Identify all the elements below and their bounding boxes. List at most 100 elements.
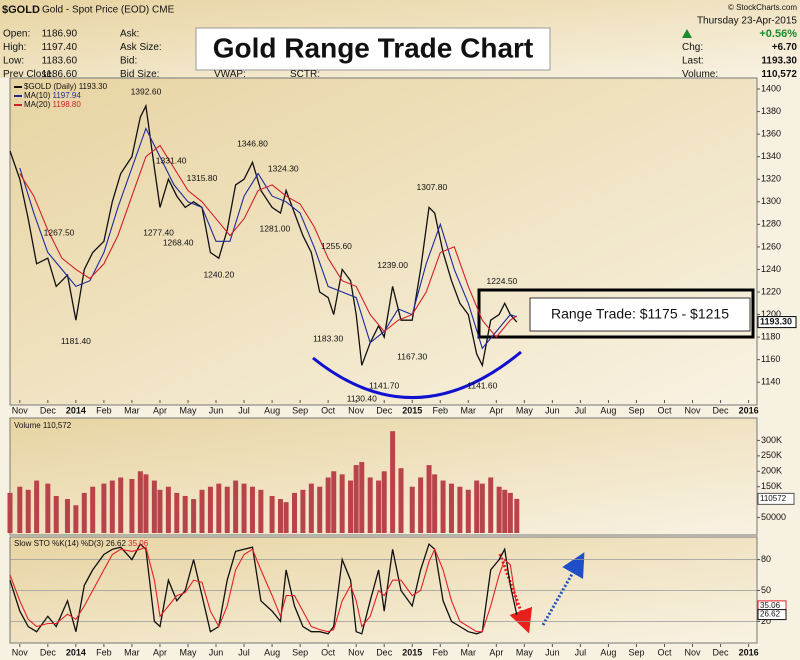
credit: © StockCharts.com: [728, 3, 797, 12]
bar: [283, 502, 289, 533]
y-tick-label: 1400: [761, 83, 781, 93]
y-tick-label: 1320: [761, 174, 781, 184]
y-tick-label: 1340: [761, 151, 781, 161]
bar: [182, 495, 188, 533]
y-tick-label: 1300: [761, 196, 781, 206]
price-annotation: 1315.80: [187, 173, 218, 183]
bar: [448, 483, 454, 533]
legend-entry: MA(20) 1198.80: [24, 100, 81, 109]
bar: [292, 492, 298, 533]
x-tick-label: Nov: [348, 647, 365, 657]
y-tick-label: 20: [761, 616, 771, 626]
last-price-label: 1193.30: [760, 316, 792, 326]
y-tick-label: 1260: [761, 241, 781, 251]
last-volume-tag: [757, 492, 795, 505]
bar: [207, 486, 213, 533]
price-annotation: 1324.30: [268, 164, 299, 174]
price-annotation: 1141.60: [467, 381, 497, 391]
bar: [233, 480, 239, 533]
legend-name: Volume: [14, 421, 41, 430]
bar: [90, 486, 96, 533]
bar: [367, 477, 373, 533]
up-icon: [682, 29, 692, 38]
bar: [64, 499, 70, 533]
bar: [73, 505, 79, 533]
bar: [157, 489, 163, 533]
symbol: $GOLD: [2, 4, 40, 16]
price-annotation: 1277.40: [143, 228, 174, 238]
x-tick-label: Dec: [40, 647, 57, 657]
bar: [118, 477, 124, 533]
x-tick-label: Feb: [96, 405, 112, 415]
bar: [174, 492, 180, 533]
field-label: Bid:: [120, 56, 137, 67]
x-tick-label: Apr: [153, 405, 167, 415]
legend-value: 1193.30: [79, 82, 108, 91]
range-note: Range Trade: $1175 - $1215: [551, 306, 729, 322]
bar: [376, 480, 382, 533]
field-value: 110,572: [761, 69, 797, 80]
legend-value: 110,572: [43, 421, 72, 430]
bar: [348, 480, 354, 533]
series-line: [9, 542, 518, 635]
legend-entry: Volume 110,572: [14, 421, 72, 430]
bar: [300, 489, 306, 533]
bar: [129, 479, 135, 533]
bar: [151, 480, 157, 533]
y-tick-label: 150K: [761, 481, 782, 491]
x-tick-label: Feb: [96, 647, 112, 657]
bar: [474, 480, 480, 533]
x-tick-label: Nov: [12, 647, 29, 657]
bar: [432, 474, 438, 533]
bar: [216, 483, 222, 533]
range-note-box: [529, 297, 751, 332]
y-tick-label: 250K: [761, 450, 782, 460]
bar: [514, 498, 520, 533]
legend-value: 35.06: [128, 539, 149, 548]
legend-name: MA(10): [24, 91, 51, 100]
legend-value: 1197.94: [52, 91, 81, 100]
x-tick-label: Mar: [124, 647, 140, 657]
x-tick-label: Sep: [628, 405, 644, 415]
bar: [308, 483, 314, 533]
x-tick-label: Nov: [685, 405, 702, 415]
x-tick-label: Feb: [433, 647, 449, 657]
price-annotation: 1331.40: [156, 156, 187, 166]
price-annotation: 1181.40: [61, 336, 91, 346]
y-tick-label: 1280: [761, 219, 781, 229]
bar: [426, 465, 432, 533]
x-tick-label: Mar: [461, 647, 477, 657]
bar: [109, 480, 115, 533]
bar: [258, 489, 264, 533]
bar: [440, 480, 446, 533]
x-tick-label: Jul: [238, 647, 250, 657]
bar: [191, 499, 197, 533]
x-tick-label: Jul: [238, 405, 250, 415]
legend-value: 1198.80: [52, 100, 81, 109]
up-arrow: [541, 552, 585, 626]
x-tick-label: Jun: [545, 647, 560, 657]
series-line: [19, 144, 518, 338]
bar: [331, 471, 337, 533]
price-annotation: 1183.30: [313, 334, 343, 344]
bar: [409, 486, 415, 533]
y-tick-label: 1380: [761, 106, 781, 116]
bar: [418, 477, 424, 533]
x-tick-label: Dec: [713, 405, 730, 415]
y-tick-label: 80: [761, 554, 771, 564]
legend-entry: $GOLD (Daily) 1193.30: [24, 82, 108, 91]
bar: [381, 471, 387, 533]
x-tick-label: Aug: [600, 405, 616, 415]
bar: [353, 465, 359, 533]
legend-name: MA(20): [24, 100, 51, 109]
price-annotation: 1141.70: [369, 381, 399, 391]
cup-arc: [312, 350, 522, 399]
x-tick-label: 2016: [739, 647, 759, 657]
date: Thursday 23-Apr-2015: [697, 16, 797, 27]
bar: [479, 483, 485, 533]
x-tick-label: Mar: [461, 405, 477, 415]
field-value: 1193.30: [761, 56, 797, 67]
price-annotation: 1167.30: [397, 352, 427, 362]
field-label: Bid Size:: [120, 69, 159, 80]
